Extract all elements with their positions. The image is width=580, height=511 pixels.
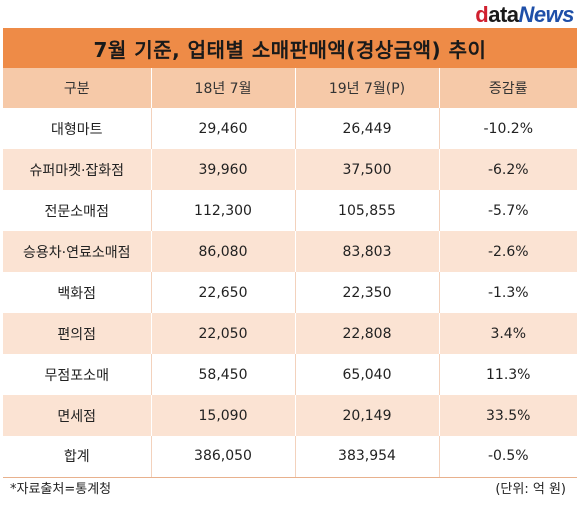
row-label: 무점포소매 [3, 354, 152, 395]
cell-change: 3.4% [490, 325, 527, 342]
row-label: 백화점 [3, 272, 152, 313]
cell-change: -10.2% [483, 120, 534, 137]
table-row: 대형마트 29,460 26,449 -10.2% [3, 108, 577, 149]
cell-2019: 383,954 [295, 436, 440, 478]
cell-change: -0.5% [439, 436, 577, 478]
table-row: 무점포소매 58,450 65,040 11.3% [3, 354, 577, 395]
cell-change: -5.7% [487, 202, 529, 219]
cell-2018: 15,090 [151, 395, 296, 436]
table-row: 승용차·연료소매점 86,080 83,803 -2.6% [3, 231, 577, 272]
table-row: 편의점 22,050 22,808 3.4% [3, 313, 577, 354]
cell-2019: 26,449 [295, 108, 440, 149]
cell-2018: 22,050 [151, 313, 296, 354]
table-title: 7월 기준, 업태별 소매판매액(경상금액) 추이 [3, 28, 577, 68]
header-row: 구분 18년 7월 19년 7월(P) 증감률 [3, 68, 577, 108]
row-label: 전문소매점 [3, 190, 152, 231]
table-header: 구분 18년 7월 19년 7월(P) 증감률 [3, 68, 577, 108]
cell-2019: 105,855 [295, 190, 440, 231]
cell-2019: 83,803 [295, 231, 440, 272]
cell-2018: 39,960 [151, 149, 296, 190]
table-row: 슈퍼마켓·잡화점 39,960 37,500 -6.2% [3, 149, 577, 190]
cell-change: -6.2% [487, 161, 529, 178]
unit-note: (단위: 억 원) [495, 482, 566, 497]
logo-news: News [518, 2, 575, 27]
table-row: 전문소매점 112,300 105,855 -5.7% [3, 190, 577, 231]
cell-2019: 22,350 [295, 272, 440, 313]
header-2019-jul: 19년 7월(P) [295, 68, 440, 108]
header-change-rate: 증감률 [488, 81, 528, 97]
cell-2018: 112,300 [151, 190, 296, 231]
source-note: *자료출처=통계청 [10, 482, 112, 497]
cell-2018: 386,050 [151, 436, 296, 478]
total-row: 합계 386,050 383,954 -0.5% [3, 436, 577, 478]
cell-2019: 37,500 [295, 149, 440, 190]
logo-d: d [475, 2, 489, 27]
row-label: 편의점 [3, 313, 152, 354]
cell-2019: 65,040 [295, 354, 440, 395]
cell-2018: 22,650 [151, 272, 296, 313]
sales-table: 구분 18년 7월 19년 7월(P) 증감률 대형마트 29,460 26,4… [3, 68, 577, 478]
table-row: 백화점 22,650 22,350 -1.3% [3, 272, 577, 313]
cell-2018: 86,080 [151, 231, 296, 272]
logo-ata: ata [488, 2, 519, 27]
header-category: 구분 [3, 68, 152, 108]
cell-2019: 20,149 [295, 395, 440, 436]
cell-change: -2.6% [487, 243, 529, 260]
cell-change: -1.3% [487, 284, 529, 301]
row-label: 승용차·연료소매점 [3, 231, 152, 272]
table-row: 면세점 15,090 20,149 33.5% [3, 395, 577, 436]
cell-2019: 22,808 [295, 313, 440, 354]
cell-change: 11.3% [486, 366, 531, 383]
row-label: 대형마트 [3, 108, 152, 149]
header-2018-jul: 18년 7월 [151, 68, 296, 108]
cell-change: 33.5% [486, 407, 531, 424]
row-label: 면세점 [3, 395, 152, 436]
row-label: 슈퍼마켓·잡화점 [3, 149, 152, 190]
table-body: 대형마트 29,460 26,449 -10.2% 슈퍼마켓·잡화점 39,96… [3, 108, 577, 478]
row-label: 합계 [3, 436, 152, 478]
cell-2018: 29,460 [151, 108, 296, 149]
cell-2018: 58,450 [151, 354, 296, 395]
datanews-logo: dataNews [475, 3, 574, 27]
